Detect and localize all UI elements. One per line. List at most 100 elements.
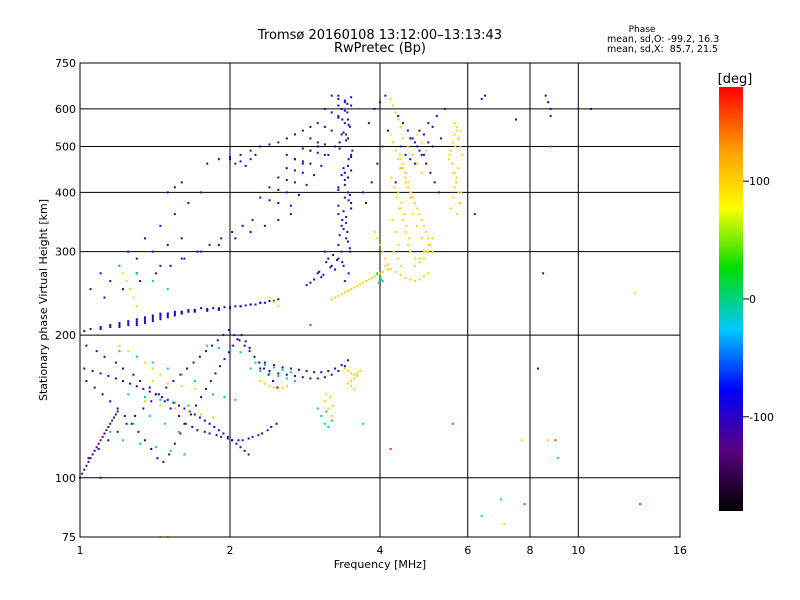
data-point: [272, 380, 275, 383]
data-point: [420, 237, 423, 240]
data-point: [151, 320, 154, 323]
data-point: [223, 306, 226, 309]
colorbar-tick-label: -100: [749, 411, 774, 424]
data-point: [263, 224, 266, 227]
data-point: [455, 176, 458, 179]
data-point: [341, 218, 344, 221]
data-point: [356, 374, 359, 377]
data-point: [275, 422, 278, 425]
data-point: [394, 270, 397, 273]
data-point: [409, 137, 412, 140]
data-point: [337, 94, 340, 97]
data-point: [503, 522, 506, 525]
data-point: [330, 298, 333, 301]
data-point: [109, 326, 112, 329]
data-point: [179, 432, 182, 435]
data-point: [135, 305, 138, 308]
data-point: [343, 196, 346, 199]
data-point: [451, 196, 454, 199]
data-point: [350, 169, 353, 172]
data-point: [83, 330, 86, 333]
data-point: [411, 137, 414, 140]
plot-frame: [79, 62, 681, 538]
data-point: [439, 137, 442, 140]
data-point: [459, 145, 462, 148]
data-point: [122, 380, 125, 383]
data-point: [320, 276, 323, 279]
data-point: [404, 231, 407, 234]
data-point: [345, 215, 348, 218]
data-point: [454, 145, 457, 148]
data-point: [135, 318, 138, 321]
data-point: [359, 283, 362, 286]
data-point: [422, 133, 425, 136]
data-point: [229, 349, 231, 352]
data-point: [323, 422, 326, 425]
data-point: [340, 133, 343, 136]
data-point: [177, 415, 180, 418]
data-point: [99, 328, 102, 331]
data-point: [220, 237, 223, 240]
data-point: [336, 259, 339, 262]
data-point: [409, 250, 412, 253]
data-point: [544, 94, 547, 97]
data-point: [249, 158, 252, 161]
data-point: [301, 147, 304, 150]
data-point: [420, 153, 423, 156]
data-point: [239, 351, 242, 354]
data-point: [212, 416, 215, 419]
data-point: [159, 404, 162, 407]
data-point: [365, 280, 368, 283]
data-point: [192, 361, 195, 364]
data-point: [243, 344, 246, 347]
data-point: [135, 324, 138, 327]
data-point: [327, 257, 330, 260]
data-point: [143, 237, 146, 240]
data-point: [95, 350, 98, 353]
data-point: [316, 151, 319, 154]
data-point: [376, 237, 379, 240]
data-point: [341, 118, 344, 121]
data-point: [239, 305, 242, 308]
x-tick-label: 1: [77, 544, 84, 557]
data-point: [394, 231, 397, 234]
data-point: [334, 145, 337, 148]
data-point: [348, 250, 351, 253]
data-point: [193, 380, 196, 383]
x-tick-label: 16: [673, 544, 687, 557]
data-point: [362, 191, 365, 194]
data-point: [334, 296, 337, 299]
data-point: [404, 181, 407, 184]
data-point: [169, 264, 172, 267]
data-point: [379, 272, 381, 275]
data-point: [347, 158, 350, 161]
data-point: [373, 107, 376, 110]
data-point: [159, 224, 162, 227]
data-point: [143, 322, 146, 325]
data-point: [277, 387, 280, 390]
data-point: [109, 422, 112, 425]
data-point: [127, 320, 130, 323]
data-point: [285, 167, 288, 170]
data-point: [127, 324, 130, 327]
data-point: [422, 153, 425, 156]
data-point: [367, 278, 370, 281]
data-point: [248, 350, 251, 353]
data-point: [380, 278, 383, 281]
data-point: [150, 448, 153, 451]
data-point: [213, 425, 216, 428]
data-point: [343, 183, 346, 186]
data-point: [215, 434, 218, 437]
x-tick-label: 4: [377, 544, 384, 557]
data-point: [401, 162, 404, 165]
data-point: [268, 199, 271, 202]
data-point: [293, 374, 296, 377]
data-point: [397, 243, 400, 246]
data-point: [209, 380, 212, 383]
data-point: [254, 153, 257, 156]
data-point: [389, 97, 392, 100]
data-point: [313, 174, 316, 177]
data-point: [301, 376, 304, 379]
data-point: [416, 145, 419, 148]
data-point: [330, 94, 333, 97]
